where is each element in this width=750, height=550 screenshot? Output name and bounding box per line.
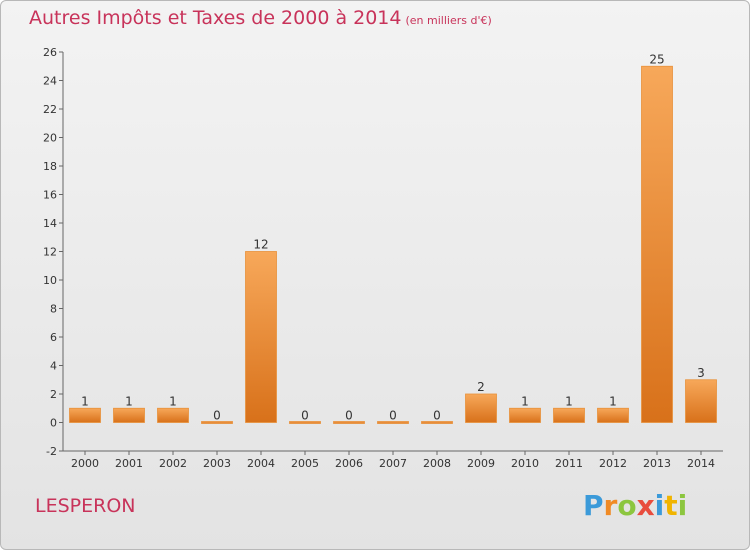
- bar-value-label: 0: [389, 409, 397, 423]
- x-tick-label: 2006: [335, 457, 363, 470]
- chart-title: Autres Impôts et Taxes de 2000 à 2014 (en…: [29, 7, 492, 29]
- bar-2013: [641, 65, 673, 423]
- logo-letter: x: [636, 489, 655, 522]
- chart-title-text: Autres Impôts et Taxes de 2000 à 2014: [29, 7, 402, 29]
- x-tick-label: 2009: [467, 457, 495, 470]
- x-tick-label: 2011: [555, 457, 583, 470]
- x-tick-label: 2003: [203, 457, 231, 470]
- proxiti-logo: Proxiti: [583, 489, 687, 522]
- x-tick-label: 2010: [511, 457, 539, 470]
- bar-value-label: 12: [253, 238, 268, 252]
- bar-value-label: 1: [81, 394, 89, 408]
- y-tick-label: 24: [43, 75, 57, 88]
- x-tick-label: 2004: [247, 457, 275, 470]
- logo-letter: i: [654, 489, 665, 522]
- bar-2010: [509, 407, 541, 423]
- x-tick-label: 2012: [599, 457, 627, 470]
- logo-letter: t: [664, 489, 678, 522]
- y-tick-label: 18: [43, 160, 57, 173]
- y-tick-label: 20: [43, 132, 57, 145]
- bar-2007: [377, 421, 409, 424]
- bar-value-label: 0: [301, 409, 309, 423]
- bar-value-label: 0: [433, 409, 441, 423]
- bar-2001: [113, 407, 145, 423]
- bar-2004: [245, 251, 277, 423]
- logo-letter: P: [583, 489, 604, 522]
- bar-value-label: 3: [697, 366, 705, 380]
- y-tick-label: 22: [43, 103, 57, 116]
- chart-bars: 1 1 1 0 12 0 0 0 0 2 1 1 1 25 3: [69, 52, 717, 424]
- y-tick-label: 14: [43, 217, 57, 230]
- bar-2012: [597, 407, 629, 423]
- bar-2000: [69, 407, 101, 423]
- bar-value-label: 1: [521, 394, 529, 408]
- bar-value-label: 1: [125, 394, 133, 408]
- bar-2014: [685, 379, 717, 423]
- logo-letter: r: [603, 489, 618, 522]
- bar-2011: [553, 407, 585, 423]
- location-label: LESPERON: [35, 495, 136, 517]
- bar-value-label: 25: [649, 52, 664, 66]
- y-tick-label: 12: [43, 246, 57, 259]
- x-tick-label: 2002: [159, 457, 187, 470]
- bar-value-label: 2: [477, 380, 485, 394]
- x-tick-label: 2001: [115, 457, 143, 470]
- bar-2006: [333, 421, 365, 424]
- logo-letter: i: [677, 489, 688, 522]
- bar-value-label: 0: [345, 409, 353, 423]
- bar-value-label: 1: [565, 394, 573, 408]
- bar-value-label: 0: [213, 409, 221, 423]
- x-tick-label: 2005: [291, 457, 319, 470]
- bar-2009: [465, 393, 497, 423]
- logo-letter: o: [617, 489, 637, 522]
- y-tick-label: 26: [43, 46, 57, 59]
- x-tick-label: 2000: [71, 457, 99, 470]
- bar-value-label: 1: [169, 394, 177, 408]
- bar-2003: [201, 421, 233, 424]
- bar-value-label: 1: [609, 394, 617, 408]
- x-tick-label: 2013: [643, 457, 671, 470]
- y-tick-label: 4: [50, 360, 57, 373]
- y-tick-label: 8: [50, 303, 57, 316]
- bar-2002: [157, 407, 189, 423]
- y-tick-label: 10: [43, 274, 57, 287]
- y-tick-label: 16: [43, 189, 57, 202]
- bar-2008: [421, 421, 453, 424]
- y-tick-label: 6: [50, 331, 57, 344]
- y-tick-label: 2: [50, 388, 57, 401]
- x-tick-label: 2007: [379, 457, 407, 470]
- y-tick-label: 0: [50, 417, 57, 430]
- x-tick-label: 2014: [687, 457, 715, 470]
- x-tick-label: 2008: [423, 457, 451, 470]
- chart-subtitle: (en milliers d'€): [405, 14, 492, 27]
- y-tick-label: -2: [46, 445, 57, 458]
- bar-2005: [289, 421, 321, 424]
